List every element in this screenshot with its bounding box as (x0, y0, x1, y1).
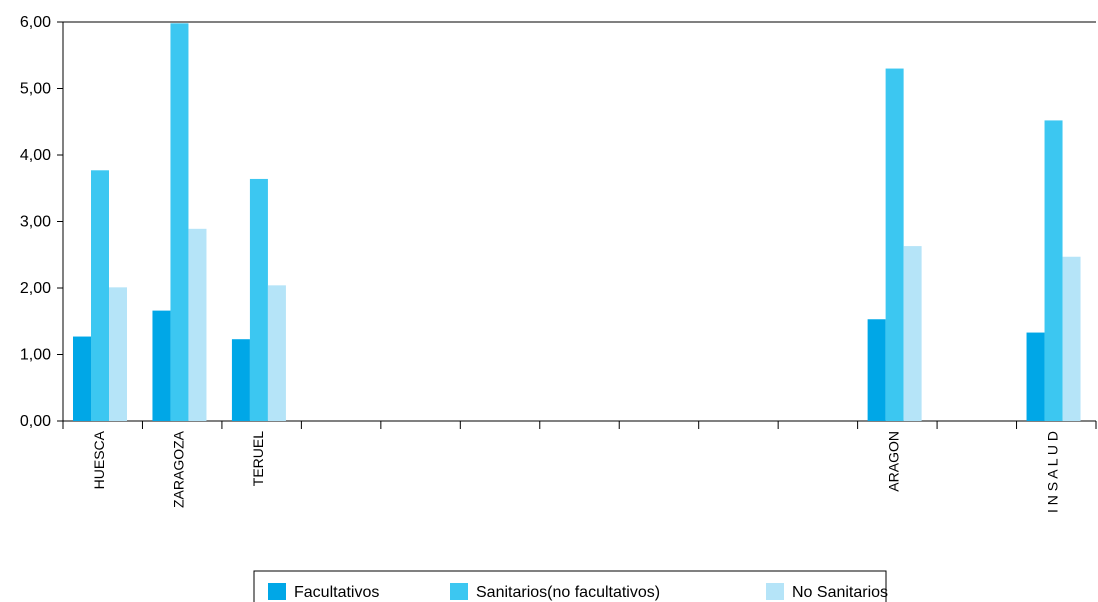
y-tick-label: 4,00 (20, 147, 51, 164)
category-label: TERUEL (250, 431, 266, 486)
bar-no-sanitarios-zaragoza (188, 228, 207, 421)
category-label: I N S A L U D (1045, 431, 1061, 513)
category-label: HUESCA (91, 430, 107, 489)
y-tick-label: 5,00 (20, 81, 51, 98)
bar-facultativos-zaragoza (152, 310, 171, 421)
legend-swatch (766, 583, 784, 600)
bar-sanitarios-no-facultativos-zaragoza (170, 23, 189, 422)
bar-sanitarios-no-facultativos-teruel (249, 178, 268, 421)
bar-no-sanitarios-teruel (267, 285, 286, 421)
y-tick-label: 0,00 (20, 413, 51, 430)
y-tick-label: 6,00 (20, 14, 51, 31)
category-label: ZARAGOZA (170, 430, 186, 508)
bar-sanitarios-no-facultativos-insalud (1044, 120, 1063, 422)
legend-label: No Sanitarios (792, 584, 888, 601)
bar-facultativos-teruel (231, 339, 250, 421)
legend-swatch (450, 583, 468, 600)
legend-label: Sanitarios(no facultativos) (476, 584, 660, 601)
legend: Facultativos Sanitarios(no facultativos) N… (253, 570, 888, 602)
legend-swatch (268, 583, 286, 600)
y-tick-label: 3,00 (20, 214, 51, 231)
bar-facultativos-huesca (73, 336, 91, 421)
y-tick-label: 1,00 (20, 347, 51, 364)
category-labels: HUESCA ZARAGOZA TERUEL ARAGON I N S A L U D (91, 430, 1061, 513)
bar-facultativos-insalud (1026, 332, 1045, 421)
y-tick-label: 2,00 (20, 280, 51, 297)
category-label: ARAGON (886, 431, 902, 492)
bar-no-sanitarios-insalud (1062, 256, 1081, 421)
y-axis: 0,00 1,00 2,00 3,00 4,00 5,00 6,00 (20, 14, 64, 430)
bar-no-sanitarios-huesca (109, 287, 127, 421)
bar-no-sanitarios-aragon (903, 246, 922, 421)
bar-sanitarios-no-facultativos-huesca (91, 170, 109, 421)
legend-label: Facultativos (294, 584, 379, 601)
bar-sanitarios-no-facultativos-aragon (885, 68, 904, 422)
bars (73, 23, 1081, 422)
x-axis (62, 420, 1097, 429)
bar-facultativos-aragon (867, 319, 886, 421)
